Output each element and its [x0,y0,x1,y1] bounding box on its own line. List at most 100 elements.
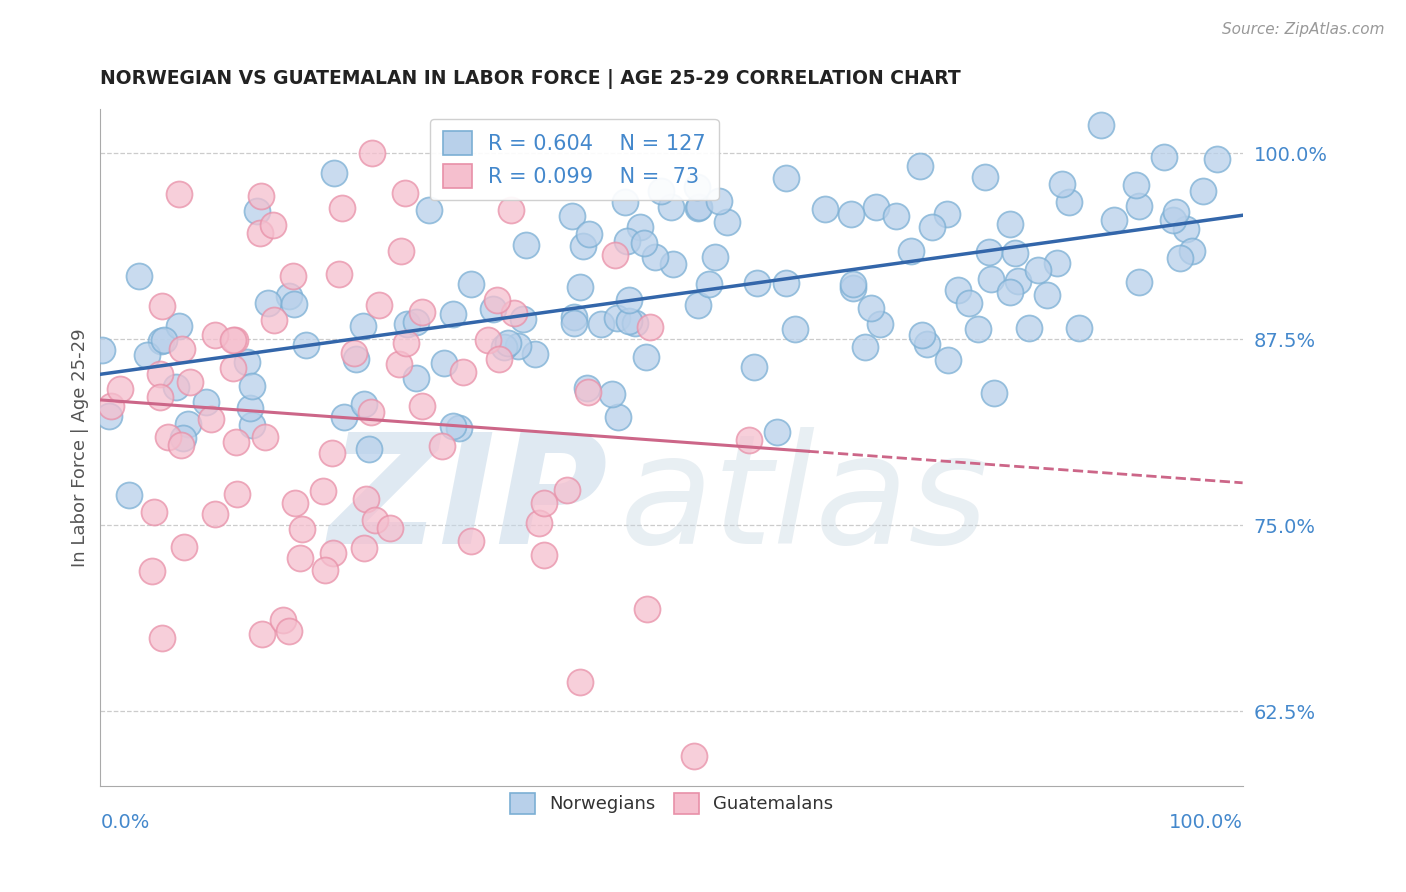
Point [1128,276,1150,290]
Point [118,488,141,502]
Point [173,540,195,554]
Point [745,276,768,290]
Point [502,306,524,320]
Point [499,202,522,217]
Point [1018,321,1040,335]
Point [707,194,730,209]
Point [312,484,335,499]
Point [562,317,585,331]
Point [842,277,865,291]
Point [636,602,658,616]
Point [281,268,304,283]
Point [141,564,163,578]
Point [150,299,173,313]
Point [321,446,343,460]
Point [179,375,201,389]
Point [263,313,285,327]
Point [853,340,876,354]
Point [283,496,305,510]
Point [411,305,433,319]
Point [290,550,312,565]
Point [555,483,578,498]
Point [633,235,655,250]
Point [441,307,464,321]
Point [460,534,482,549]
Point [91,343,114,358]
Point [911,327,934,342]
Point [1000,285,1022,299]
Point [477,333,499,347]
Text: NORWEGIAN VS GUATEMALAN IN LABOR FORCE | AGE 25-29 CORRELATION CHART: NORWEGIAN VS GUATEMALAN IN LABOR FORCE |… [100,69,962,88]
Y-axis label: In Labor Force | Age 25-29: In Labor Force | Age 25-29 [72,328,89,566]
Point [395,317,418,331]
Point [1128,198,1150,212]
Point [432,356,454,370]
Point [353,541,375,555]
Point [613,195,636,210]
Point [149,390,172,404]
Point [170,342,193,356]
Point [921,220,943,235]
Point [842,281,865,295]
Point [172,431,194,445]
Point [869,318,891,332]
Point [411,400,433,414]
Point [744,360,766,375]
Point [980,272,1002,286]
Point [683,749,706,764]
Point [254,430,277,444]
Point [738,433,761,447]
Point [488,351,510,366]
Point [1166,205,1188,219]
Point [839,206,862,220]
Point [224,333,246,347]
Point [361,146,384,161]
Point [283,296,305,310]
Point [775,170,797,185]
Point [1125,178,1147,193]
Point [169,186,191,201]
Point [998,217,1021,231]
Point [1035,287,1057,301]
Point [176,417,198,431]
Point [783,322,806,336]
Point [149,368,172,382]
Point [686,201,709,215]
Point [295,338,318,352]
Point [156,430,179,444]
Point [576,385,599,400]
Point [644,250,666,264]
Point [291,522,314,536]
Point [128,268,150,283]
Point [200,411,222,425]
Text: 100.0%: 100.0% [1168,813,1243,832]
Point [508,339,530,353]
Point [1102,212,1125,227]
Point [322,546,344,560]
Point [515,238,537,252]
Point [983,385,1005,400]
Point [659,200,682,214]
Point [576,381,599,395]
Point [170,438,193,452]
Point [330,201,353,215]
Point [634,350,657,364]
Point [606,311,628,326]
Point [814,202,837,217]
Point [1050,177,1073,191]
Point [235,355,257,369]
Point [222,334,245,348]
Point [441,419,464,434]
Point [496,336,519,351]
Point [527,516,550,530]
Point [1007,273,1029,287]
Point [884,209,907,223]
Point [533,549,555,563]
Point [204,508,226,522]
Point [225,435,247,450]
Point [562,310,585,325]
Point [606,410,628,425]
Point [935,207,957,221]
Point [524,347,547,361]
Point [249,226,271,240]
